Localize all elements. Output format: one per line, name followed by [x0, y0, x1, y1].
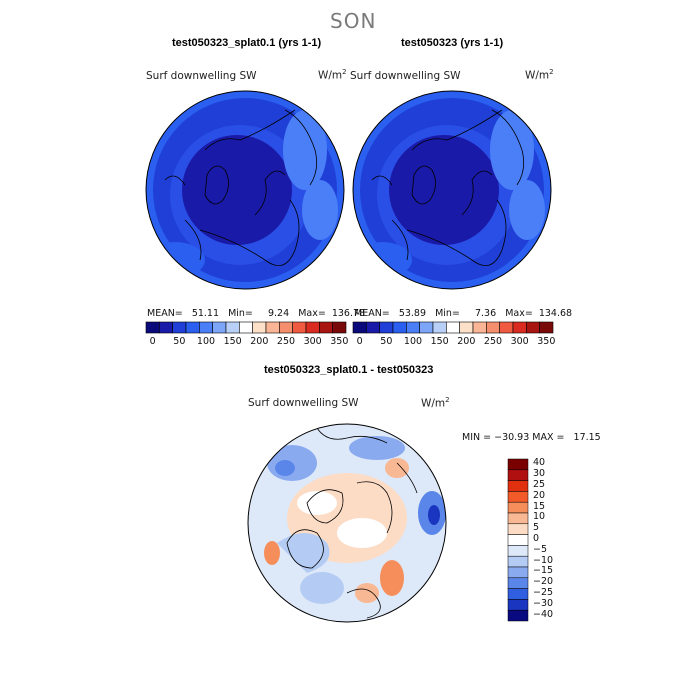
- panel2-colorbar-tick-label: 100: [403, 336, 423, 347]
- diff-colorbar-tick-label: −30: [533, 597, 554, 609]
- panel1-polar-map: [145, 90, 345, 290]
- diff-colorbar-tick-label: 5: [533, 522, 540, 534]
- panel1-colorbar-tick-label: 50: [173, 336, 186, 347]
- diff-colorbar-tick-label: 10: [533, 511, 546, 523]
- diff-colorbar-swatch: [507, 566, 529, 579]
- panel1-colorbar-swatch: [145, 321, 160, 334]
- season-label: SON: [330, 9, 377, 33]
- panel1-colorbar-swatch: [225, 321, 240, 334]
- diff-colorbar-swatch: [507, 588, 529, 600]
- panel1-colorbar-tick-label: 350: [330, 336, 349, 347]
- panel1-field-label: Surf downwelling SW: [146, 70, 257, 82]
- diff-colorbar-swatch: [507, 480, 529, 492]
- panel1-colorbar-tick-label: 150: [223, 336, 242, 347]
- panel1-colorbar-swatch: [292, 321, 307, 334]
- panel1-colorbar-swatch: [199, 321, 213, 334]
- panel1-colorbar-swatch: [172, 321, 187, 334]
- panel1-colorbar-swatch: [185, 321, 200, 334]
- panel2-colorbar-tick-label: 350: [537, 336, 556, 347]
- diff-colorbar-tick-label: 15: [533, 500, 546, 512]
- diff-colorbar-swatch: [507, 555, 529, 568]
- diff-colorbar-tick-label: −40: [533, 608, 554, 620]
- panel2-stats: MEAN= 53.89 Min= 7.36 Max= 134.68: [354, 308, 573, 319]
- diff-colorbar-tick-label: 20: [533, 489, 546, 501]
- diff-colorbar-swatch: [507, 491, 529, 503]
- panel2-colorbar-swatch: [352, 321, 367, 334]
- panel1-colorbar-swatch: [265, 321, 280, 334]
- panel2-field-label: Surf downwelling SW: [350, 70, 461, 82]
- panel1-stats: MEAN= 51.11 Min= 9.24 Max= 136.78: [147, 308, 366, 319]
- panel1-colorbar-swatch: [319, 321, 333, 334]
- panel2-polar-map: [352, 90, 552, 290]
- diff-title: test050323_splat0.1 - test050323: [264, 364, 434, 376]
- panel2-colorbar-swatch: [486, 321, 500, 334]
- panel2-colorbar-swatch: [472, 321, 487, 334]
- panel1-colorbar-swatch: [332, 321, 347, 334]
- diff-polar-map: [247, 423, 447, 623]
- panel2-colorbar-tick-label: 0: [356, 336, 363, 347]
- diff-field-label: Surf downwelling SW: [248, 397, 359, 409]
- panel2-colorbar-tick-label: 50: [380, 336, 393, 347]
- diff-colorbar-tick-label: 40: [533, 457, 546, 469]
- diff-colorbar-swatch: [507, 599, 529, 611]
- panel1-colorbar-tick-label: 0: [149, 336, 156, 347]
- diff-colorbar-swatch: [507, 512, 529, 525]
- panel2-colorbar-swatch: [526, 321, 540, 334]
- panel2-colorbar-swatch: [459, 321, 474, 334]
- diff-colorbar-tick-label: 25: [533, 479, 546, 490]
- panel2-title: test050323 (yrs 1-1): [401, 37, 504, 49]
- panel2-colorbar-tick-label: 300: [510, 336, 529, 347]
- panel1-colorbar-tick-label: 250: [276, 336, 296, 347]
- diff-units: W/m2: [421, 396, 450, 410]
- diff-colorbar-tick-label: −10: [533, 554, 554, 566]
- diff-colorbar-swatch: [507, 577, 529, 589]
- diff-colorbar-labels: 40 30 25 20 15 10 5 0 −5 −10 −15 −20 −25 −30 −40: [533, 457, 593, 622]
- panel1-colorbar-swatch: [279, 321, 293, 334]
- panel1-units: W/m2: [318, 68, 347, 82]
- panel2-colorbar-tick-label: 250: [483, 336, 503, 347]
- panel1-colorbar-tick-label: 200: [250, 336, 269, 347]
- panel2-colorbar-swatch: [499, 321, 514, 334]
- diff-colorbar-tick-label: −20: [533, 576, 554, 588]
- panel2-colorbar-swatch: [432, 321, 447, 334]
- diff-colorbar-swatch: [507, 458, 529, 471]
- panel2-colorbar-tick-label: 200: [457, 336, 476, 347]
- panel1-colorbar-tick-label: 300: [303, 336, 322, 347]
- panel2-colorbar-swatch: [419, 321, 434, 334]
- panel1-colorbar-swatch: [305, 321, 320, 334]
- diff-colorbar-swatch: [507, 609, 529, 622]
- panel2-units: W/m2: [525, 68, 554, 82]
- panel2-colorbar-swatch: [366, 321, 380, 334]
- diff-colorbar: [507, 458, 529, 622]
- panel1-colorbar-swatch: [239, 321, 253, 334]
- diff-colorbar-swatch: [507, 501, 529, 514]
- panel2-colorbar: [352, 321, 554, 334]
- panel1-colorbar-swatch: [252, 321, 267, 334]
- panel1-colorbar-swatch: [159, 321, 173, 334]
- diff-colorbar-tick-label: −5: [533, 543, 548, 555]
- panel1-title: test050323_splat0.1 (yrs 1-1): [172, 37, 322, 49]
- panel1-colorbar-swatch: [212, 321, 227, 334]
- diff-colorbar-tick-label: 0: [533, 533, 540, 544]
- panel2-colorbar-tick-label: 150: [430, 336, 449, 347]
- diff-colorbar-swatch: [507, 534, 529, 546]
- panel2-colorbar-swatch: [392, 321, 407, 334]
- panel1-colorbar-labels: 0 50 100 150 200 250 300 350: [145, 336, 349, 350]
- diff-colorbar-swatch: [507, 545, 529, 557]
- panel2-colorbar-swatch: [446, 321, 460, 334]
- panel2-colorbar-swatch: [512, 321, 527, 334]
- panel2-colorbar-swatch: [406, 321, 420, 334]
- panel2-colorbar-swatch: [539, 321, 554, 334]
- diff-colorbar-swatch: [507, 523, 529, 535]
- diff-minmax: MIN = −30.93 MAX = 17.15: [462, 432, 601, 443]
- panel1-colorbar: [145, 321, 347, 334]
- diff-colorbar-tick-label: −25: [533, 587, 554, 598]
- panel2-colorbar-labels: 0 50 100 150 200 250 300 350: [352, 336, 556, 350]
- panel2-colorbar-swatch: [379, 321, 394, 334]
- diff-colorbar-swatch: [507, 469, 529, 481]
- diff-colorbar-tick-label: 30: [533, 468, 546, 480]
- panel1-colorbar-tick-label: 100: [196, 336, 216, 347]
- diff-colorbar-tick-label: −15: [533, 565, 554, 577]
